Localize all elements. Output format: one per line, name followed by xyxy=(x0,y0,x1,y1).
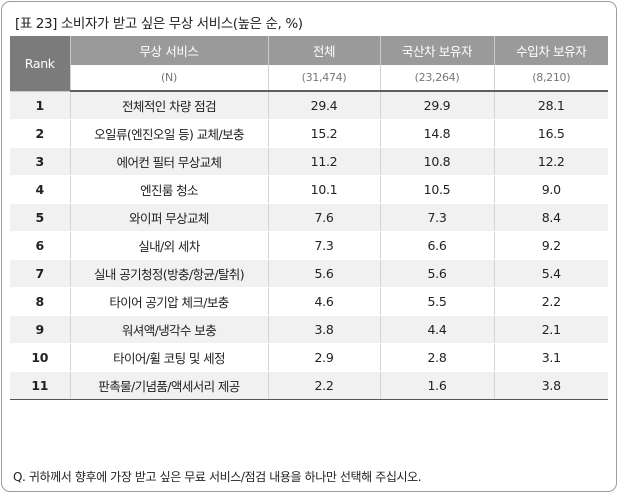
imported-cell: 12.2 xyxy=(493,147,608,176)
all-cell: 15.2 xyxy=(267,119,380,148)
rank-cell: 7 xyxy=(10,259,70,288)
all-cell: 29.4 xyxy=(267,91,380,120)
service-cell: 엔진룸 청소 xyxy=(69,175,268,204)
imported-cell: 2.1 xyxy=(493,315,608,344)
survey-table: Rank 무상 서비스 전체 국산차 보유자 수입차 보유자 (N) (31,4… xyxy=(10,36,608,400)
all-cell: 7.6 xyxy=(267,203,380,232)
domestic-cell: 14.8 xyxy=(379,119,494,148)
table-row: 4 엔진룸 청소 10.1 10.5 9.0 xyxy=(10,175,608,204)
sample-size-row: (N) (31,474) (23,264) (8,210) xyxy=(10,65,608,92)
rank-cell: 4 xyxy=(10,175,70,204)
imported-cell: 9.0 xyxy=(493,175,608,204)
imported-cell: 2.2 xyxy=(493,287,608,316)
all-cell: 4.6 xyxy=(267,287,380,316)
table-title: [표 23] 소비자가 받고 싶은 무상 서비스(높은 순, %) xyxy=(15,16,303,32)
table-row: 8 타이어 공기압 체크/보충 4.6 5.5 2.2 xyxy=(10,287,608,316)
rank-cell: 3 xyxy=(10,147,70,176)
all-cell: 10.1 xyxy=(267,175,380,204)
domestic-cell: 4.4 xyxy=(379,315,494,344)
service-cell: 실내 공기청정(방충/항균/탈취) xyxy=(69,259,268,288)
table-row: 5 와이퍼 무상교체 7.6 7.3 8.4 xyxy=(10,203,608,232)
service-cell: 에어컨 필터 무상교체 xyxy=(69,147,268,176)
domestic-cell: 1.6 xyxy=(379,371,494,400)
imported-cell: 16.5 xyxy=(493,119,608,148)
service-cell: 실내/외 세차 xyxy=(69,231,268,260)
header-rank: Rank xyxy=(10,36,70,92)
domestic-cell: 2.8 xyxy=(379,343,494,372)
domestic-cell: 10.8 xyxy=(379,147,494,176)
service-cell: 전체적인 차량 점검 xyxy=(69,91,268,120)
domestic-cell: 6.6 xyxy=(379,231,494,260)
rank-cell: 8 xyxy=(10,287,70,316)
table-row: 10 타이어/휠 코팅 및 세정 2.9 2.8 3.1 xyxy=(10,343,608,372)
rank-cell: 6 xyxy=(10,231,70,260)
header-domestic: 국산차 보유자 xyxy=(379,36,494,65)
header-all: 전체 xyxy=(267,36,380,65)
imported-cell: 9.2 xyxy=(493,231,608,260)
rank-cell: 10 xyxy=(10,343,70,372)
all-cell: 2.2 xyxy=(267,371,380,400)
service-cell: 와이퍼 무상교체 xyxy=(69,203,268,232)
n-domestic: (23,264) xyxy=(379,65,494,92)
header-service: 무상 서비스 xyxy=(69,36,268,65)
service-cell: 타이어 공기압 체크/보충 xyxy=(69,287,268,316)
rank-cell: 9 xyxy=(10,315,70,344)
all-cell: 11.2 xyxy=(267,147,380,176)
n-all: (31,474) xyxy=(267,65,380,92)
service-cell: 오일류(엔진오일 등) 교체/보충 xyxy=(69,119,268,148)
imported-cell: 3.8 xyxy=(493,371,608,400)
domestic-cell: 5.6 xyxy=(379,259,494,288)
rank-cell: 5 xyxy=(10,203,70,232)
domestic-cell: 10.5 xyxy=(379,175,494,204)
imported-cell: 5.4 xyxy=(493,259,608,288)
rank-cell: 11 xyxy=(10,371,70,400)
n-service: (N) xyxy=(69,65,268,92)
imported-cell: 28.1 xyxy=(493,91,608,120)
table-body: 1 전체적인 차량 점검 29.4 29.9 28.1 2 오일류(엔진오일 등) 교체/보… xyxy=(10,91,608,400)
domestic-cell: 5.5 xyxy=(379,287,494,316)
table-row: 3 에어컨 필터 무상교체 11.2 10.8 12.2 xyxy=(10,147,608,176)
table-row: 6 실내/외 세차 7.3 6.6 9.2 xyxy=(10,231,608,260)
header-row: Rank 무상 서비스 전체 국산차 보유자 수입차 보유자 xyxy=(10,36,608,92)
all-cell: 2.9 xyxy=(267,343,380,372)
domestic-cell: 29.9 xyxy=(379,91,494,120)
all-cell: 3.8 xyxy=(267,315,380,344)
header-imported: 수입차 보유자 xyxy=(493,36,608,65)
rank-cell: 2 xyxy=(10,119,70,148)
all-cell: 5.6 xyxy=(267,259,380,288)
table-row: 2 오일류(엔진오일 등) 교체/보충 15.2 14.8 16.5 xyxy=(10,119,608,148)
imported-cell: 8.4 xyxy=(493,203,608,232)
service-cell: 판촉물/기념품/액세서리 제공 xyxy=(69,371,268,400)
table-row: 11 판촉물/기념품/액세서리 제공 2.2 1.6 3.8 xyxy=(10,371,608,400)
all-cell: 7.3 xyxy=(267,231,380,260)
footnote: Q. 귀하께서 향후에 가장 받고 싶은 무료 서비스/점검 내용을 하나만 선… xyxy=(13,470,422,484)
domestic-cell: 7.3 xyxy=(379,203,494,232)
table-row: 9 워셔액/냉각수 보충 3.8 4.4 2.1 xyxy=(10,315,608,344)
table-row: 7 실내 공기청정(방충/항균/탈취) 5.6 5.6 5.4 xyxy=(10,259,608,288)
service-cell: 타이어/휠 코팅 및 세정 xyxy=(69,343,268,372)
rank-cell: 1 xyxy=(10,91,70,120)
imported-cell: 3.1 xyxy=(493,343,608,372)
service-cell: 워셔액/냉각수 보충 xyxy=(69,315,268,344)
table-row: 1 전체적인 차량 점검 29.4 29.9 28.1 xyxy=(10,91,608,120)
n-imported: (8,210) xyxy=(493,65,608,92)
